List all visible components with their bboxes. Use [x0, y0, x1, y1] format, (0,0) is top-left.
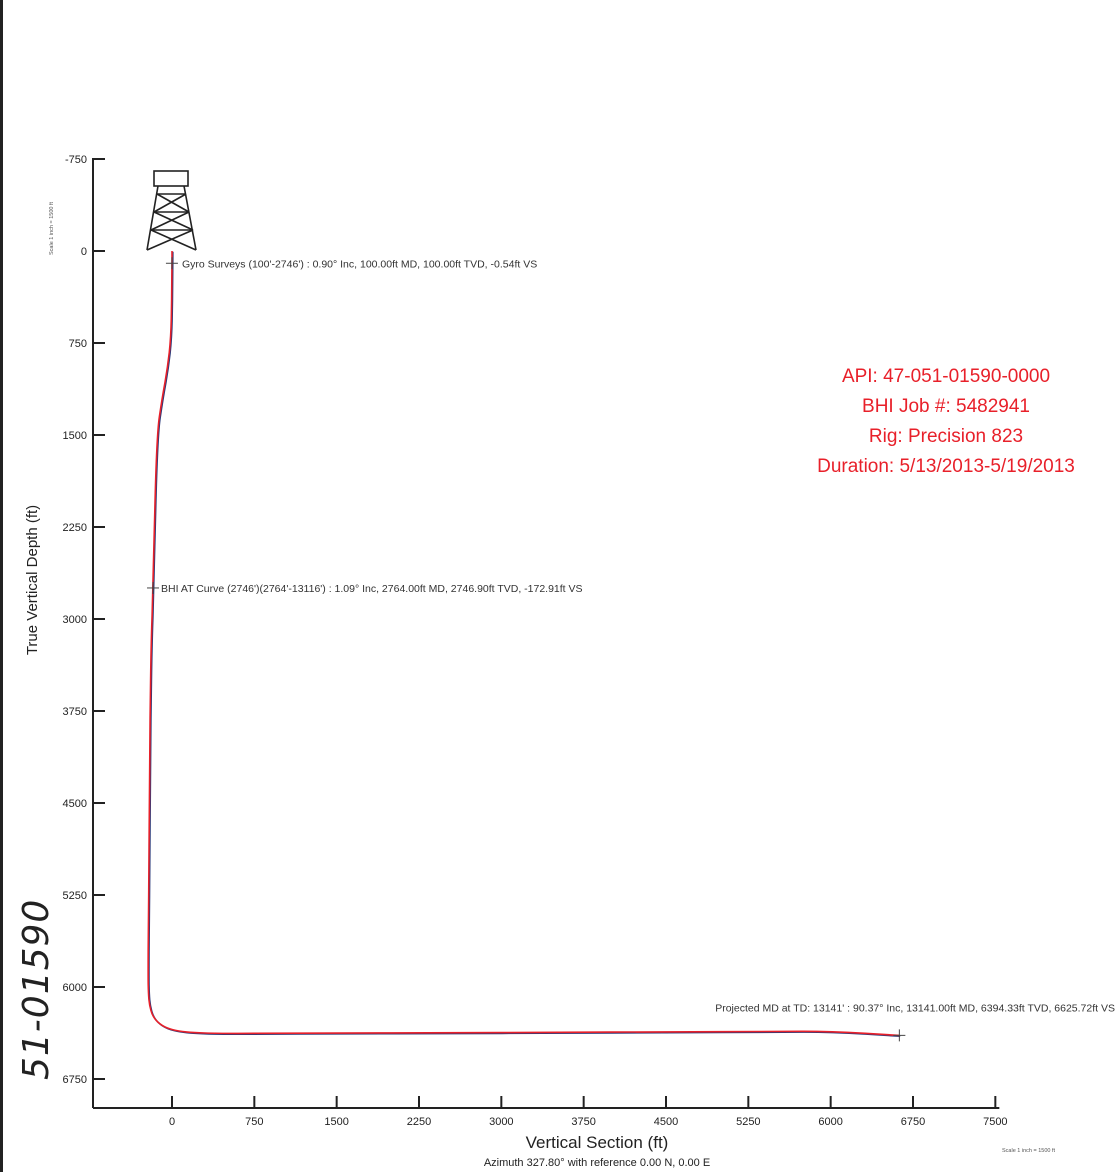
y-tick-label: -750	[65, 154, 87, 166]
survey-annotation-label: Projected MD at TD: 13141' : 90.37° Inc,…	[715, 1002, 1115, 1014]
survey-annotation-label: Gyro Surveys (100'-2746') : 0.90° Inc, 1…	[182, 258, 537, 270]
trajectory-plan-line	[148, 251, 901, 1037]
survey-annotations: Gyro Surveys (100'-2746') : 0.90° Inc, 1…	[147, 257, 1115, 1042]
x-tick-label: 1500	[324, 1116, 348, 1128]
api-number: API: 47-051-01590-0000	[842, 366, 1050, 387]
y-tick-label: 3000	[63, 614, 87, 626]
trajectory-line	[147, 251, 900, 1037]
y-tick-label: 3750	[63, 706, 87, 718]
y-axis-title: True Vertical Depth (ft)	[24, 505, 41, 655]
y-tick-label: 5250	[63, 890, 87, 902]
x-tick-label: 3750	[571, 1116, 595, 1128]
y-tick-label: 4500	[63, 798, 87, 810]
x-tick-label: 6750	[901, 1116, 925, 1128]
y-axis-ticks: -750 0 750 1500 2250 3000 3750 4500 5250 6000 6750	[63, 154, 105, 1086]
y-tick-label: 750	[69, 338, 87, 350]
duration: Duration: 5/13/2013-5/19/2013	[817, 456, 1075, 477]
y-tick-label: 6750	[63, 1074, 87, 1086]
x-tick-label: 6000	[818, 1116, 842, 1128]
azimuth-subtitle: Azimuth 327.80° with reference 0.00 N, 0…	[484, 1157, 710, 1169]
job-number: BHI Job #: 5482941	[862, 396, 1030, 417]
x-tick-label: 7500	[983, 1116, 1007, 1128]
x-tick-label: 2250	[407, 1116, 431, 1128]
x-axis-ticks: 0 750 1500 2250 3000 3750 4500 5250 6000 6750 7500	[169, 1096, 1008, 1128]
rig-name: Rig: Precision 823	[869, 426, 1023, 447]
y-tick-label: 0	[81, 246, 87, 258]
survey-annotation-label: BHI AT Curve (2746')(2764'-13116') : 1.0…	[161, 583, 583, 595]
well-info-block: API: 47-051-01590-0000 BHI Job #: 548294…	[817, 366, 1075, 477]
x-tick-label: 0	[169, 1116, 175, 1128]
x-tick-label: 750	[245, 1116, 263, 1128]
x-tick-label: 5250	[736, 1116, 760, 1128]
drilling-rig-icon	[146, 170, 197, 251]
x-scale-note: Scale 1 inch = 1500 ft	[1002, 1148, 1056, 1154]
x-axis-title: Vertical Section (ft)	[526, 1133, 669, 1152]
y-scale-note: Scale 1 inch = 1500 ft	[49, 201, 55, 255]
handwritten-well-id: 51-01590	[16, 899, 57, 1080]
y-tick-label: 2250	[63, 522, 87, 534]
x-tick-label: 4500	[654, 1116, 678, 1128]
y-tick-label: 6000	[63, 982, 87, 994]
x-tick-label: 3000	[489, 1116, 513, 1128]
left-frame-border	[0, 0, 3, 1172]
y-tick-label: 1500	[63, 430, 87, 442]
